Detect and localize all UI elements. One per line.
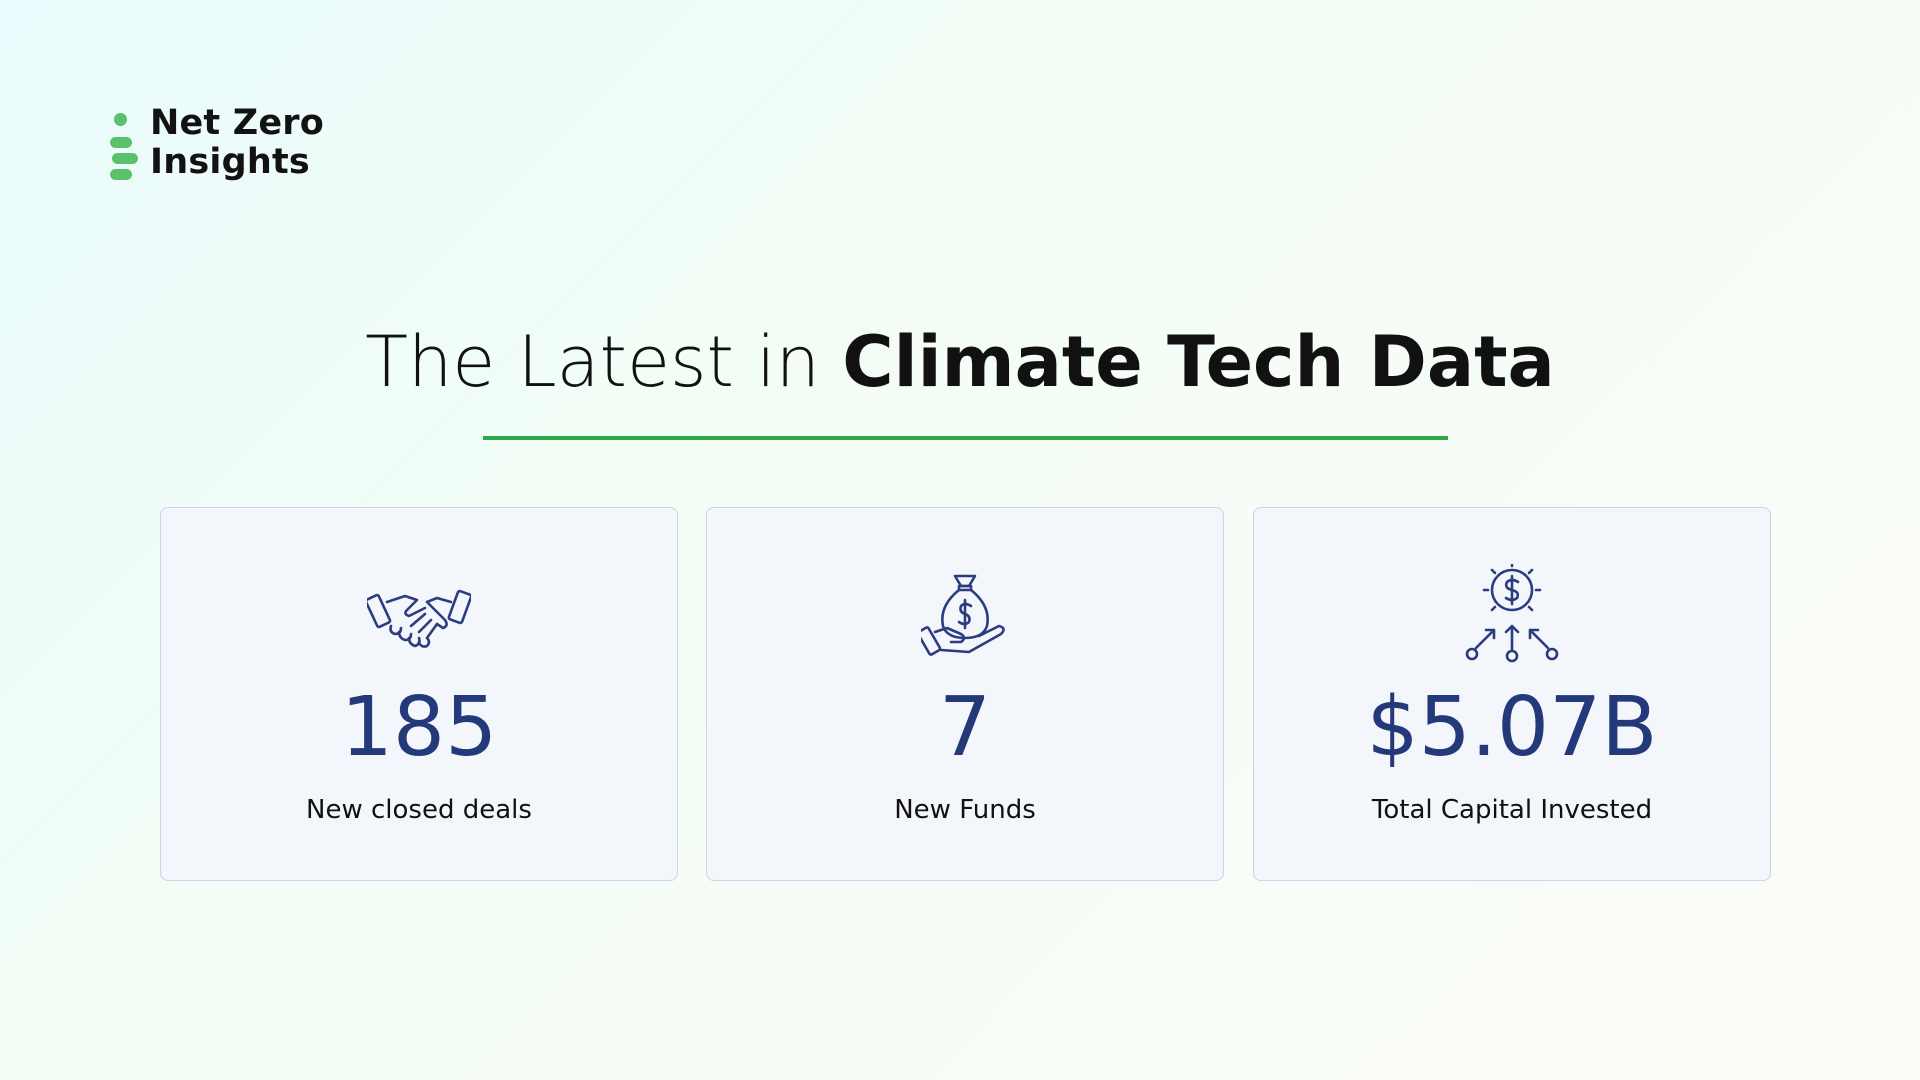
stat-label: New closed deals (306, 795, 532, 825)
stat-value: 7 (938, 680, 992, 775)
page-title: The Latest in Climate Tech Data (0, 322, 1920, 402)
brand-logo: Net Zero Insights (108, 104, 324, 182)
stat-value: $5.07B (1366, 680, 1658, 775)
money-bag-hand-icon (707, 564, 1223, 668)
stat-label: Total Capital Invested (1371, 795, 1653, 825)
stat-label: New Funds (894, 795, 1036, 825)
handshake-icon (161, 564, 677, 668)
stat-value: 185 (340, 680, 498, 775)
page-title-bold: Climate Tech Data (842, 321, 1555, 403)
title-underline (483, 436, 1448, 440)
stat-card-deals: 185 New closed deals (160, 507, 678, 881)
brand-name-line1: Net Zero (150, 103, 324, 143)
logo-mark-icon (108, 109, 138, 180)
stat-card-funds: 7 New Funds (706, 507, 1224, 881)
brand-name-line2: Insights (150, 142, 310, 182)
page-title-light: The Latest in (365, 321, 843, 403)
brand-name: Net Zero Insights (150, 104, 324, 182)
dollar-distribution-icon (1254, 564, 1770, 668)
stat-card-capital: $5.07B Total Capital Invested (1253, 507, 1771, 881)
